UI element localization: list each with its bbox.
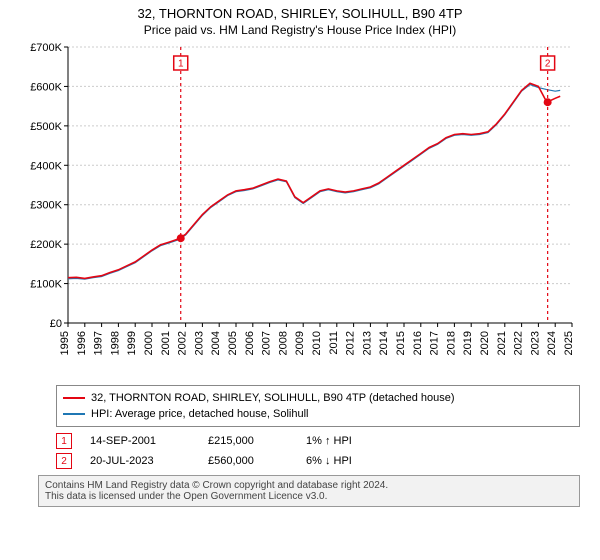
svg-text:£500K: £500K	[30, 121, 62, 133]
svg-text:£100K: £100K	[30, 279, 62, 291]
svg-text:£200K: £200K	[30, 239, 62, 251]
svg-text:2006: 2006	[244, 331, 256, 355]
legend-swatch-hpi	[63, 413, 85, 415]
svg-text:1: 1	[178, 59, 184, 70]
svg-text:2016: 2016	[412, 331, 424, 355]
event-marker-2: 2	[56, 453, 72, 469]
svg-text:2002: 2002	[177, 331, 189, 355]
chart-title: 32, THORNTON ROAD, SHIRLEY, SOLIHULL, B9…	[0, 0, 600, 21]
svg-text:1997: 1997	[93, 331, 105, 355]
event-date-2: 20-JUL-2023	[90, 455, 190, 467]
price-chart: £0 £100K £200K £300K £400K £500K £600K £700K 199…	[20, 41, 580, 379]
svg-text:2020: 2020	[479, 331, 491, 355]
svg-text:2017: 2017	[429, 331, 441, 355]
event-table: 1 14-SEP-2001 £215,000 1% ↑ HPI 2 20-JUL…	[56, 431, 580, 471]
event-row-1: 1 14-SEP-2001 £215,000 1% ↑ HPI	[56, 431, 580, 451]
svg-text:2005: 2005	[227, 331, 239, 355]
svg-text:1999: 1999	[126, 331, 138, 355]
license-line-2: This data is licensed under the Open Gov…	[45, 491, 573, 502]
svg-text:1995: 1995	[59, 331, 71, 355]
svg-text:1998: 1998	[109, 331, 121, 355]
svg-text:£300K: £300K	[30, 200, 62, 212]
legend-label-property: 32, THORNTON ROAD, SHIRLEY, SOLIHULL, B9…	[91, 392, 455, 404]
svg-text:2010: 2010	[311, 331, 323, 355]
event-price-2: £560,000	[208, 455, 288, 467]
svg-text:£0: £0	[50, 318, 62, 330]
page-root: 32, THORNTON ROAD, SHIRLEY, SOLIHULL, B9…	[0, 0, 600, 560]
svg-text:2019: 2019	[462, 331, 474, 355]
svg-text:2001: 2001	[160, 331, 172, 355]
event-date-1: 14-SEP-2001	[90, 435, 190, 447]
svg-text:£600K: £600K	[30, 81, 62, 93]
svg-text:2008: 2008	[277, 331, 289, 355]
svg-text:2013: 2013	[361, 331, 373, 355]
svg-text:2009: 2009	[294, 331, 306, 355]
svg-text:2021: 2021	[496, 331, 508, 355]
event-diff-1: 1% ↑ HPI	[306, 435, 386, 447]
legend-label-hpi: HPI: Average price, detached house, Soli…	[91, 408, 309, 420]
svg-text:2: 2	[545, 59, 551, 70]
svg-text:2004: 2004	[210, 331, 222, 355]
event-price-1: £215,000	[208, 435, 288, 447]
svg-text:1996: 1996	[76, 331, 88, 355]
event-diff-2: 6% ↓ HPI	[306, 455, 386, 467]
legend-swatch-property	[63, 397, 85, 399]
svg-text:2018: 2018	[445, 331, 457, 355]
event-row-2: 2 20-JUL-2023 £560,000 6% ↓ HPI	[56, 451, 580, 471]
event-marker-1: 1	[56, 433, 72, 449]
svg-text:2015: 2015	[395, 331, 407, 355]
svg-text:£700K: £700K	[30, 42, 62, 54]
svg-text:2003: 2003	[193, 331, 205, 355]
license-box: Contains HM Land Registry data © Crown c…	[38, 475, 580, 507]
svg-text:2012: 2012	[345, 331, 357, 355]
chart-subtitle: Price paid vs. HM Land Registry's House …	[0, 21, 600, 41]
svg-text:£400K: £400K	[30, 160, 62, 172]
svg-text:2014: 2014	[378, 331, 390, 355]
svg-text:2023: 2023	[529, 331, 541, 355]
legend-item-hpi: HPI: Average price, detached house, Soli…	[63, 406, 573, 422]
license-line-1: Contains HM Land Registry data © Crown c…	[45, 480, 573, 491]
svg-text:2007: 2007	[261, 331, 273, 355]
legend: 32, THORNTON ROAD, SHIRLEY, SOLIHULL, B9…	[56, 385, 580, 427]
legend-item-property: 32, THORNTON ROAD, SHIRLEY, SOLIHULL, B9…	[63, 390, 573, 406]
svg-text:2000: 2000	[143, 331, 155, 355]
chart-area: £0 £100K £200K £300K £400K £500K £600K £700K 199…	[20, 41, 580, 379]
svg-text:2025: 2025	[563, 331, 575, 355]
svg-text:2022: 2022	[513, 331, 525, 355]
svg-text:2024: 2024	[546, 331, 558, 355]
svg-text:2011: 2011	[328, 331, 340, 355]
